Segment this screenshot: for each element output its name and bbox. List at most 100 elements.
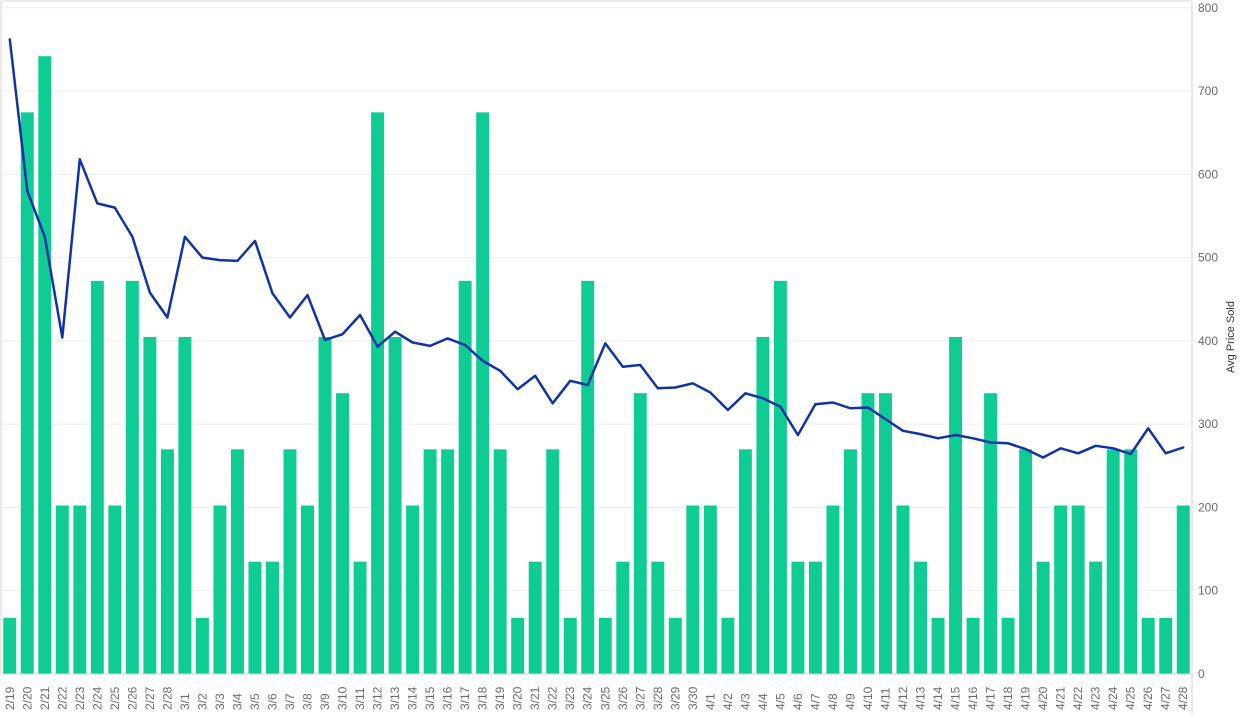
x-tick-label: 2/26: [125, 686, 139, 710]
line-series: [8, 38, 1185, 459]
bar: [546, 449, 560, 674]
x-tick-label: 3/6: [265, 693, 279, 710]
avg-price-line: [8, 38, 1185, 459]
bar: [230, 449, 244, 674]
bar: [633, 393, 647, 674]
bar: [1176, 505, 1190, 674]
bar: [931, 617, 945, 674]
x-tick-label: 2/25: [108, 686, 122, 710]
bar: [1141, 617, 1155, 674]
x-tick-label: 4/18: [1001, 686, 1015, 710]
bar: [1124, 449, 1138, 674]
x-tick-label: 4/4: [756, 693, 770, 710]
x-tick-label: 4/22: [1071, 686, 1085, 710]
x-tick-label: 4/20: [1036, 686, 1050, 710]
y-tick-label: 300: [1198, 417, 1218, 431]
bar: [896, 505, 910, 674]
x-tick-label: 2/22: [55, 686, 69, 710]
x-tick-label: 3/23: [563, 686, 577, 710]
bar: [686, 505, 700, 674]
bar: [914, 561, 928, 674]
bar: [826, 505, 840, 674]
bar: [756, 337, 770, 674]
x-tick-label: 4/27: [1159, 686, 1173, 710]
x-tick-label: 3/1: [178, 693, 192, 710]
y-tick-label: 0: [1198, 667, 1205, 681]
x-tick-label: 4/8: [826, 693, 840, 710]
x-tick-label: 2/21: [38, 686, 52, 710]
bar: [791, 561, 805, 674]
bar: [371, 112, 385, 675]
x-tick-label: 4/24: [1106, 686, 1120, 710]
bar: [721, 617, 735, 674]
bar: [318, 337, 332, 674]
bar: [38, 56, 52, 675]
y-tick-label: 600: [1198, 167, 1218, 181]
x-tick-label: 3/7: [283, 693, 297, 710]
bar: [301, 505, 314, 674]
bar: [178, 337, 192, 674]
bar: [213, 505, 227, 674]
x-tick-label: 4/17: [984, 686, 998, 710]
x-tick-label: 4/15: [949, 686, 963, 710]
bar: [651, 561, 665, 674]
axes: [0, 0, 1193, 713]
y-tick-label: 400: [1198, 334, 1218, 348]
bar: [528, 561, 542, 674]
bar: [1089, 561, 1103, 674]
x-tick-label: 3/24: [581, 686, 595, 710]
bar: [73, 505, 87, 674]
bar: [668, 617, 682, 674]
x-tick-label: 3/15: [423, 686, 437, 710]
x-tick-label: 3/14: [406, 686, 420, 710]
bar: [949, 337, 963, 674]
x-tick-label: 4/5: [773, 693, 787, 710]
right-axis-title: Avg Price Sold: [1225, 301, 1237, 373]
bar: [1071, 505, 1085, 674]
bar: [336, 393, 350, 674]
bar: [563, 617, 577, 674]
bar: [1001, 617, 1015, 674]
bar: [773, 280, 787, 674]
x-tick-label: 3/12: [371, 686, 385, 710]
x-tick-label: 4/3: [738, 693, 752, 710]
bar: [283, 449, 297, 674]
bar: [511, 617, 525, 674]
x-tick-label: 4/10: [861, 686, 875, 710]
bar: [808, 561, 822, 674]
bar: [423, 449, 437, 674]
bar: [476, 112, 490, 675]
x-tick-label: 4/14: [931, 686, 945, 710]
bar: [20, 112, 34, 675]
bar: [616, 561, 630, 674]
bar: [195, 617, 209, 674]
x-tick-label: 4/28: [1176, 686, 1190, 710]
x-tick-label: 3/30: [686, 686, 700, 710]
bar: [406, 505, 420, 674]
x-tick-label: 3/28: [651, 686, 665, 710]
x-tick-label: 4/23: [1089, 686, 1103, 710]
bar: [55, 505, 69, 674]
bar: [1036, 561, 1050, 674]
bar: [1019, 449, 1033, 674]
bar-series: [3, 56, 1190, 675]
bar: [458, 280, 472, 674]
x-tick-label: 3/18: [476, 686, 490, 710]
x-tick-label: 3/17: [458, 686, 472, 710]
bar: [966, 617, 980, 674]
bar: [581, 280, 595, 674]
y-tick-label: 800: [1198, 1, 1218, 15]
bar: [143, 337, 157, 674]
gridlines: [1, 7, 1192, 592]
bar: [1106, 449, 1120, 674]
x-tick-label: 3/20: [511, 686, 525, 710]
bar: [353, 561, 367, 674]
x-tick-label: 3/11: [353, 687, 367, 710]
x-tick-label: 3/4: [230, 693, 244, 710]
bar: [1159, 617, 1173, 674]
x-tick-label: 3/13: [388, 686, 402, 710]
bar: [90, 280, 104, 674]
x-tick-label: 4/21: [1054, 686, 1068, 710]
x-tick-label: 3/3: [213, 693, 227, 710]
